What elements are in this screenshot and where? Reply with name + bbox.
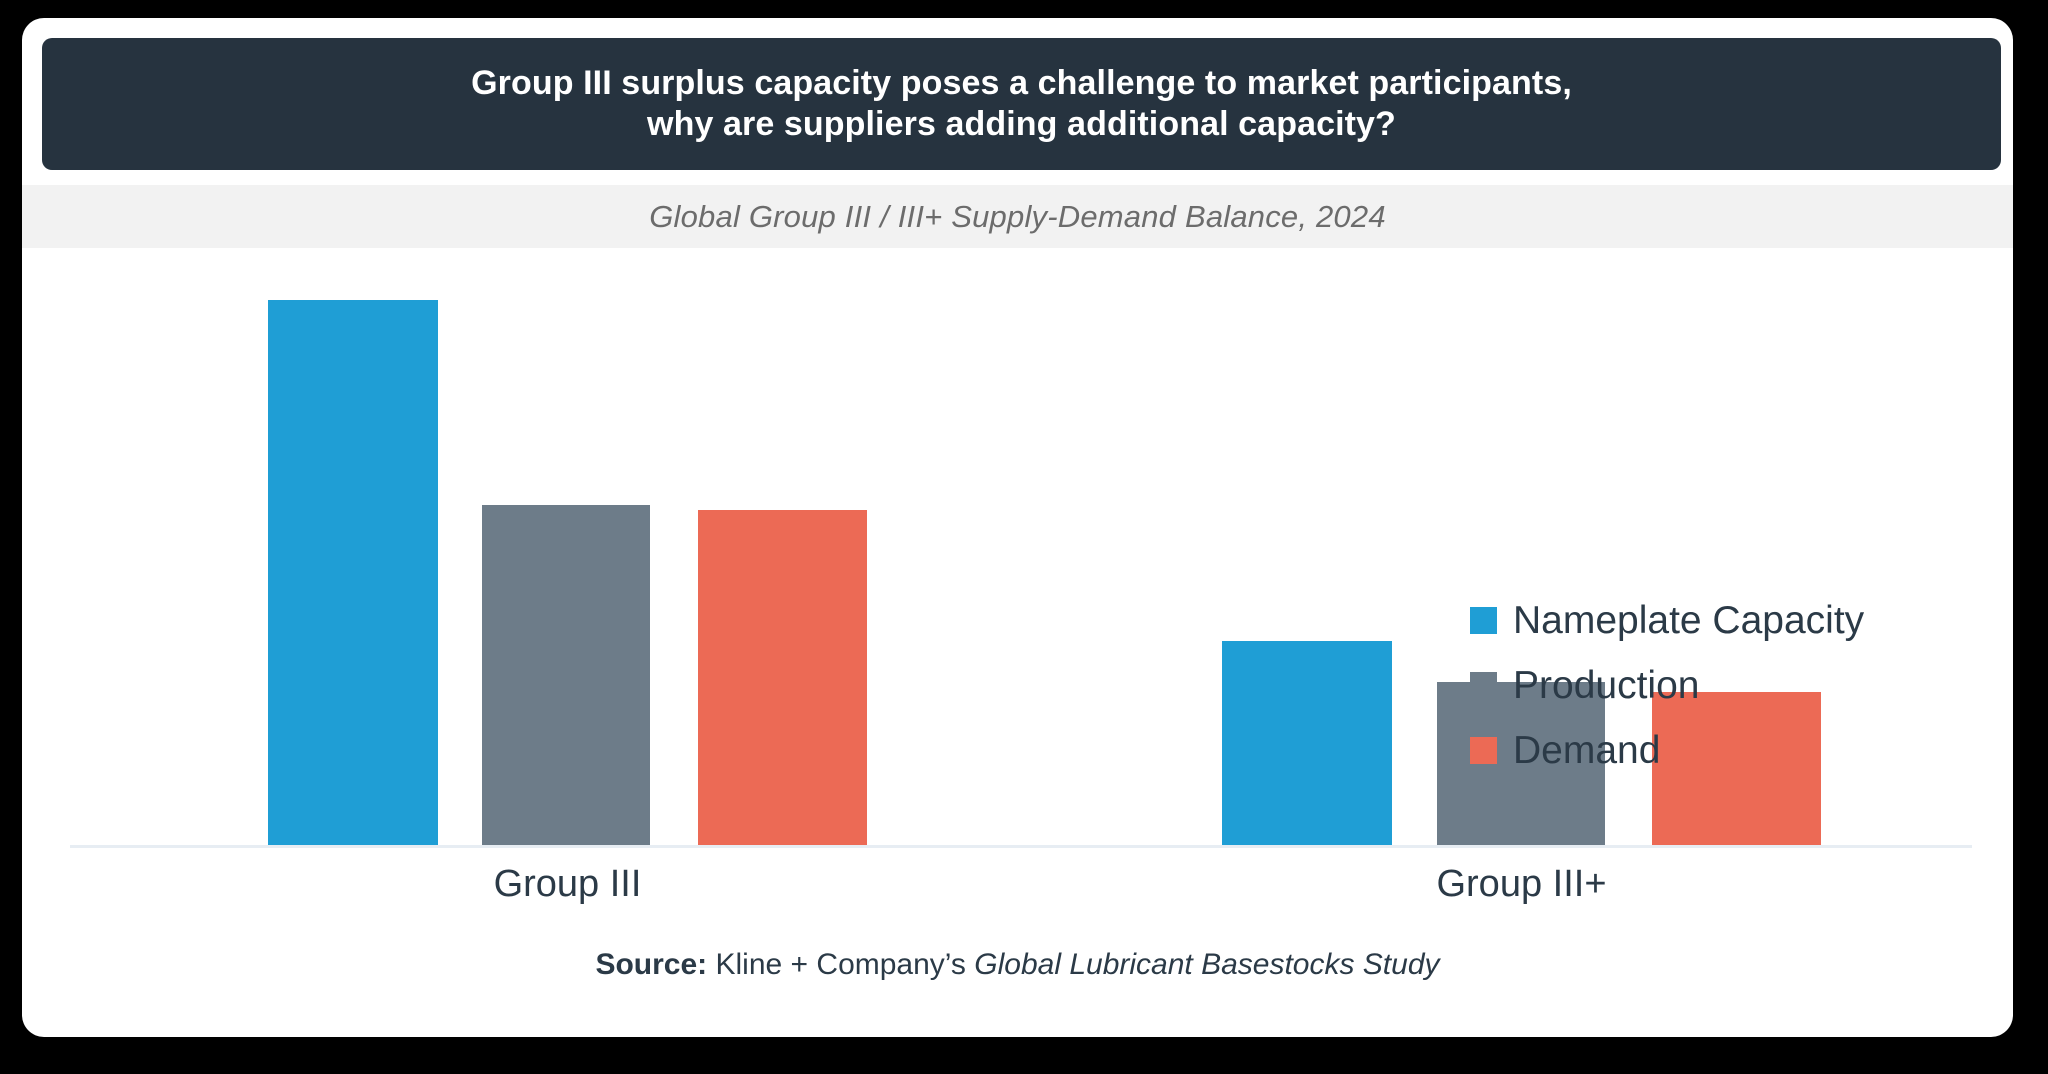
source-study: Global Lubricant Basestocks Study (974, 948, 1440, 981)
header-banner: Group III surplus capacity poses a chall… (42, 38, 2001, 170)
chart-subtitle: Global Group III / III+ Supply-Demand Ba… (649, 198, 1386, 234)
legend-swatch-icon (1470, 672, 1497, 699)
x-axis-line (70, 845, 1972, 848)
source-label: Source: (595, 948, 708, 981)
legend-label: Demand (1513, 729, 1661, 772)
source-publisher: Kline + Company’s (707, 948, 975, 981)
x-axis-label-group-iii: Group III (493, 863, 642, 905)
bar-nameplate-capacity-group-iii-[interactable] (1222, 641, 1392, 845)
legend-label: Production (1513, 664, 1700, 707)
bar-nameplate-capacity-group-iii[interactable] (268, 300, 438, 845)
legend-label: Nameplate Capacity (1513, 599, 1865, 642)
legend-item-production[interactable]: Production (1470, 653, 1864, 718)
chart-card: Group III surplus capacity poses a chall… (22, 18, 2013, 1037)
bar-production-group-iii-[interactable] (1437, 682, 1605, 845)
chart-legend: Nameplate Capacity Production Demand (1470, 588, 1864, 783)
chart-plot-area: Group III Group III+ Nameplate Capacity … (22, 248, 2013, 1037)
bar-demand-group-iii[interactable] (698, 510, 867, 845)
bar-production-group-iii[interactable] (482, 505, 650, 845)
x-axis-label-group-iii-plus: Group III+ (1436, 863, 1607, 905)
legend-swatch-icon (1470, 607, 1497, 634)
bars-container (22, 248, 2013, 1037)
source-note: Source: Kline + Company’s Global Lubrica… (22, 948, 2013, 982)
legend-item-demand[interactable]: Demand (1470, 718, 1864, 783)
subtitle-banner: Global Group III / III+ Supply-Demand Ba… (22, 185, 2013, 248)
legend-swatch-icon (1470, 737, 1497, 764)
bar-demand-group-iii-[interactable] (1652, 692, 1821, 845)
page-title-line-1: Group III surplus capacity poses a chall… (471, 63, 1572, 102)
page-title-line-2: why are suppliers adding additional capa… (647, 105, 1396, 143)
legend-item-nameplate-capacity[interactable]: Nameplate Capacity (1470, 588, 1864, 653)
page-title: Group III surplus capacity poses a chall… (471, 63, 1572, 146)
